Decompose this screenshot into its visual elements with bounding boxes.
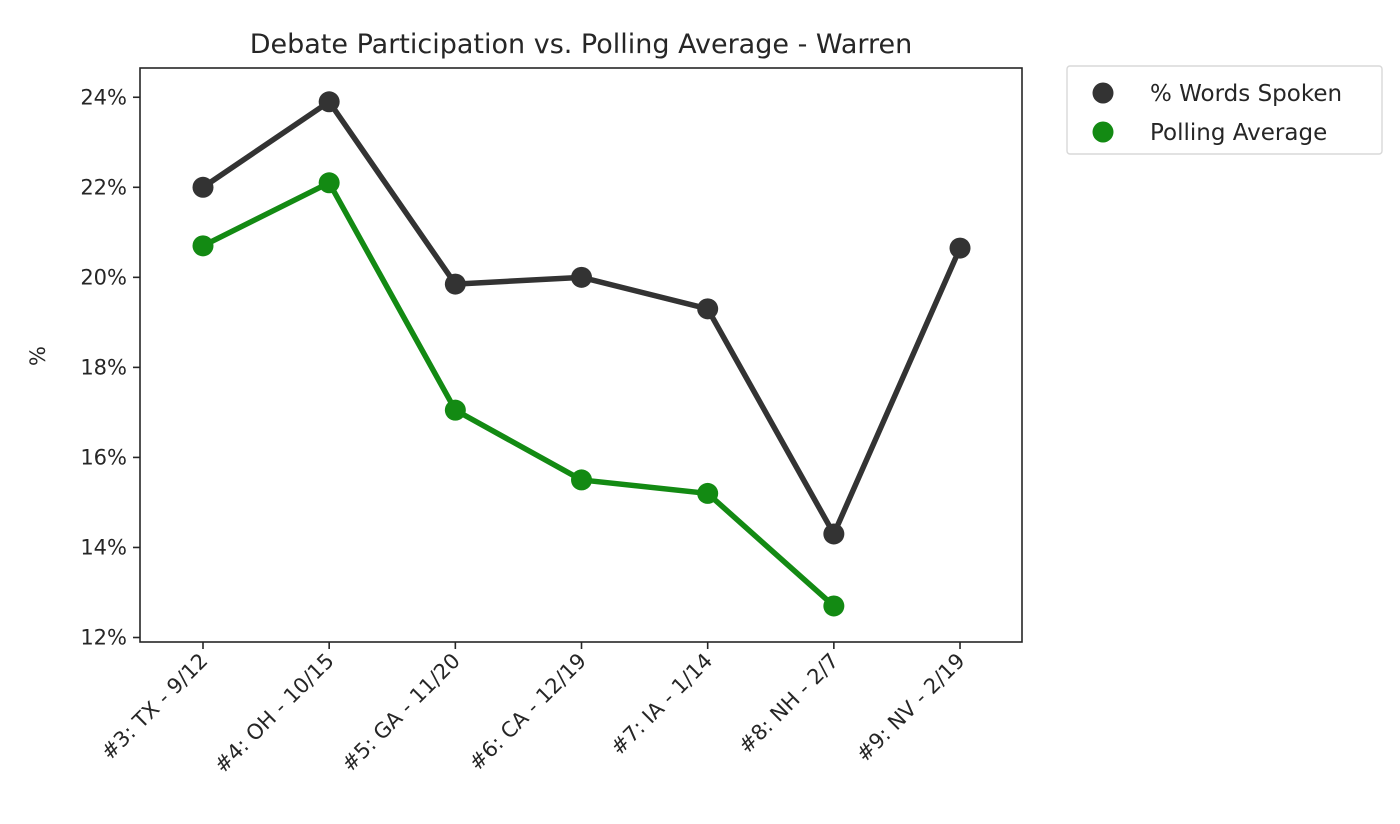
series-line [200,180,837,609]
data-point [318,172,340,194]
y-axis-ticks: 12% 14% 16% 18% 20% 22% 24% [80,85,140,649]
plot-frame [139,67,1023,643]
y-tick-label: 24% [80,85,127,109]
data-point [571,469,593,491]
legend-label: Polling Average [1150,120,1327,146]
y-tick-label: 22% [80,175,127,199]
data-point [823,523,845,545]
y-tick-label: 12% [80,625,127,649]
x-tick-label: #7: IA - 1/14 [606,649,717,760]
data-point [192,176,214,198]
legend-frame [1066,65,1383,155]
x-tick-label: #8: NH - 2/7 [734,649,844,759]
data-point [444,399,466,421]
x-tick-label: #5: GA - 11/20 [337,649,465,777]
data-point [823,595,845,617]
chart-title: Debate Participation vs. Polling Average… [250,29,913,60]
data-point [571,266,593,288]
x-tick-label: #9: NV - 2/19 [852,649,970,767]
x-axis-ticks: #3: TX - 9/12#4: OH - 10/15#5: GA - 11/2… [97,642,970,778]
series-polling-average [192,172,845,617]
y-tick-label: 16% [80,445,127,469]
y-tick-label: 18% [80,355,127,379]
legend-marker [1092,121,1114,143]
series-line [200,99,963,537]
data-point [318,91,340,113]
series-layer [192,91,971,617]
legend-label: % Words Spoken [1150,81,1342,107]
data-point [697,298,719,320]
y-axis-label: % [26,346,50,366]
legend-marker [1092,82,1114,104]
series-words-spoken [192,91,971,545]
data-point [949,237,971,259]
x-tick-label: #3: TX - 9/12 [97,649,213,765]
data-point [444,273,466,295]
y-tick-label: 14% [80,535,127,559]
y-tick-label: 20% [80,265,127,289]
x-tick-label: #4: OH - 10/15 [210,649,339,778]
data-point [697,482,719,504]
legend: % Words Spoken Polling Average [1066,65,1383,155]
data-point [192,235,214,257]
x-tick-label: #6: CA - 12/19 [464,649,591,776]
